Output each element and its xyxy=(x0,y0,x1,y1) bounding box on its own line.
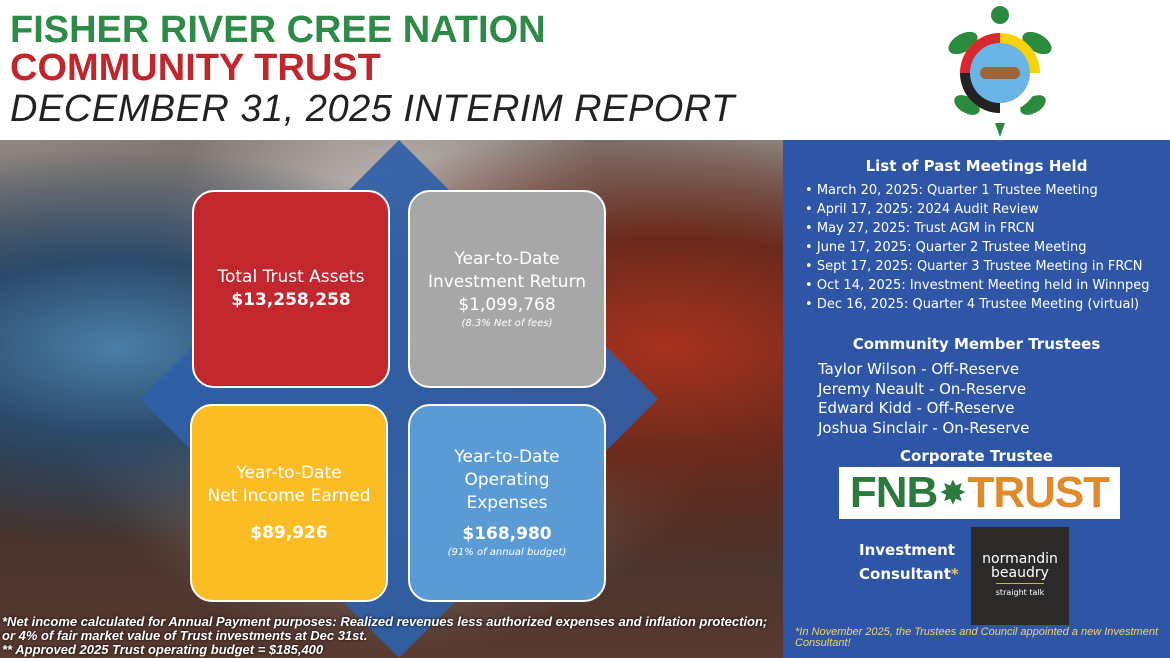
total-assets-value: $13,258,258 xyxy=(231,290,351,310)
consultant-label-line1: Investment xyxy=(859,541,955,559)
meeting-item: Oct 14, 2025: Investment Meeting held in… xyxy=(805,276,1150,295)
logo-tagline: straight talk xyxy=(995,583,1045,600)
expenses-label2: Operating xyxy=(464,470,550,490)
title-line1: FISHER RIVER CREE NATION xyxy=(10,9,546,51)
meeting-item: Dec 16, 2025: Quarter 4 Trustee Meeting … xyxy=(805,295,1150,314)
net-income-card: Year-to-Date Net Income Earned $89,926 xyxy=(190,404,388,602)
logo-line1: normandin xyxy=(982,551,1058,567)
trust-logo-text: TRUST xyxy=(967,468,1110,517)
return-value: $1,099,768 xyxy=(458,294,556,315)
fnb-trust-logo: FNB ✸ TRUST xyxy=(839,467,1120,519)
investment-return-card: Year-to-Date Investment Return $1,099,76… xyxy=(408,190,606,388)
info-panel: List of Past Meetings Held March 20, 202… xyxy=(783,140,1170,658)
consultant-note: *In November 2025, the Trustees and Coun… xyxy=(795,626,1159,649)
expenses-label3: Expenses xyxy=(466,493,548,513)
meeting-item: June 17, 2025: Quarter 2 Trustee Meeting xyxy=(805,238,1150,257)
logo-line2: beaudry xyxy=(991,565,1049,581)
meetings-list: March 20, 2025: Quarter 1 Trustee Meetin… xyxy=(805,181,1150,314)
normandin-beaudry-logo: normandin beaudry straight talk xyxy=(971,527,1069,625)
meeting-item: March 20, 2025: Quarter 1 Trustee Meetin… xyxy=(805,181,1150,200)
expenses-note: (91% of annual budget) xyxy=(447,547,567,558)
trustees-title: Community Member Trustees xyxy=(852,335,1101,353)
meeting-item: Sept 17, 2025: Quarter 3 Trustee Meeting… xyxy=(805,257,1150,276)
total-assets-card: Total Trust Assets $13,258,258 xyxy=(192,190,390,388)
income-value: $89,926 xyxy=(250,522,328,543)
income-label2: Net Income Earned xyxy=(207,485,371,506)
footnote-1: *Net income calculated for Annual Paymen… xyxy=(2,614,768,643)
income-label1: Year-to-Date xyxy=(236,462,342,483)
expenses-value: $168,980 xyxy=(462,524,552,544)
star-icon: ✸ xyxy=(940,476,965,510)
trustee-item: Taylor Wilson - Off-Reserve xyxy=(818,360,1020,378)
footnote-2: ** Approved 2025 Trust operating budget … xyxy=(2,642,324,657)
return-label2: Investment Return xyxy=(427,271,587,292)
trustee-item: Joshua Sinclair - On-Reserve xyxy=(818,418,1030,437)
background-photo xyxy=(0,140,783,658)
report-subtitle: DECEMBER 31, 2025 INTERIM REPORT xyxy=(10,88,735,130)
investment-consultant-label: Investment Consultant* xyxy=(859,538,959,586)
consultant-label-line2: Consultant xyxy=(859,565,951,583)
operating-expenses-card: Year-to-Date Operating Expenses $168,980… xyxy=(408,404,606,602)
title-line2: COMMUNITY TRUST xyxy=(10,47,381,89)
total-assets-label: Total Trust Assets xyxy=(217,267,365,287)
trustee-item: Jeremy Neault - On-Reserve xyxy=(818,379,1027,398)
trustees-list: Taylor Wilson - Off-Reserve Jeremy Neaul… xyxy=(818,360,1030,438)
corporate-trustee-title: Corporate Trustee xyxy=(900,447,1053,465)
return-note: (8.3% Net of fees) xyxy=(461,317,553,329)
return-label1: Year-to-Date xyxy=(454,248,560,269)
footnotes: *Net income calculated for Annual Paymen… xyxy=(2,615,777,657)
meeting-item: May 27, 2025: Trust AGM in FRCN xyxy=(805,219,1150,238)
trustee-item: Edward Kidd - Off-Reserve xyxy=(818,399,1015,417)
expenses-label1: Year-to-Date xyxy=(454,447,560,467)
asterisk: * xyxy=(950,565,959,583)
turtle-logo-icon xyxy=(948,6,1052,137)
meetings-title: List of Past Meetings Held xyxy=(865,157,1088,175)
meeting-item: April 17, 2025: 2024 Audit Review xyxy=(805,200,1150,219)
fnb-logo-text: FNB xyxy=(849,468,938,517)
